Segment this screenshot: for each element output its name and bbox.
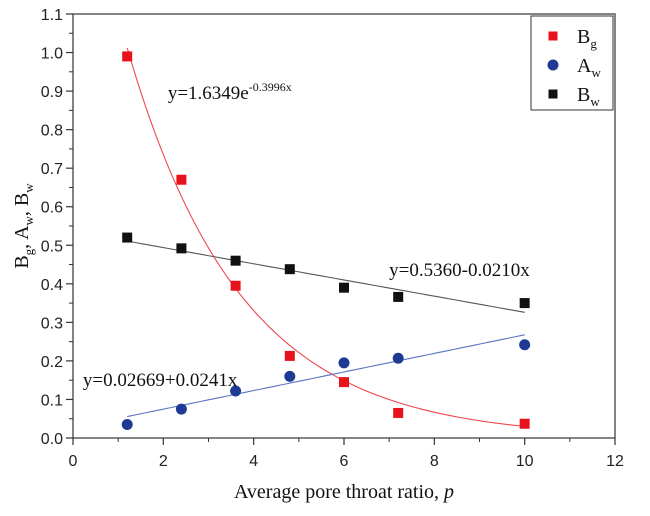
- aw-fit-equation: y=0.02669+0.0241x: [83, 370, 238, 391]
- y-axis-label-subscript: w: [21, 183, 36, 193]
- fit-lines: [126, 47, 525, 427]
- legend-marker-bg: [548, 31, 558, 41]
- annotations: y=1.6349e-0.3996x y=0.5360-0.0210x y=0.026…: [83, 80, 530, 391]
- y-tick-label: 0.9: [41, 84, 63, 101]
- bg-fit-equation-exponent: -0.3996x: [249, 80, 292, 94]
- y-tick-label: 0.5: [41, 238, 63, 255]
- y-axis-label-subscript: w: [21, 215, 36, 225]
- legend-marker-bw: [548, 89, 558, 99]
- x-axis-label-text: Average pore throat ratio,: [234, 481, 444, 503]
- x-tick-label: 8: [430, 453, 439, 470]
- x-tick-label: 0: [69, 453, 78, 470]
- bg-fit-equation-text: y=1.6349e: [168, 83, 249, 104]
- axes: 0.0 0.1 0.2 0.3 0.4 0.5 0.6 0.7 0.8 0.9 1.0 1.1 0 2 4 6…: [41, 7, 624, 470]
- point-aw: [284, 370, 296, 382]
- fit-line-aw: [127, 334, 525, 418]
- y-axis-label-subscript: g: [21, 248, 36, 255]
- legend-label-main: A: [577, 55, 592, 77]
- legend-label-main: B: [577, 26, 590, 48]
- y-tick-label: 1.1: [41, 7, 63, 24]
- point-aw: [392, 352, 404, 364]
- point-bw: [230, 255, 241, 266]
- bw-fit-equation-text: y=0.5360-0.0210x: [389, 260, 530, 281]
- legend-label-subscript: g: [590, 36, 597, 51]
- x-axis-label: Average pore throat ratio, p: [234, 481, 454, 503]
- point-bw: [339, 282, 349, 293]
- y-tick-label: 0.2: [41, 354, 63, 371]
- legend-label-aw: Aw: [577, 55, 601, 80]
- point-bw: [122, 232, 133, 243]
- y-axis-label: Bg, Aw, Bw: [11, 183, 36, 269]
- point-bg: [393, 407, 404, 418]
- aw-fit-equation-text: y=0.02669+0.0241x: [83, 370, 238, 391]
- bw-fit-equation: y=0.5360-0.0210x: [389, 260, 530, 281]
- x-axis-label-variable: p: [442, 481, 454, 503]
- legend-label-subscript: w: [590, 94, 600, 109]
- fit-line-bg: [126, 47, 525, 427]
- point-aw: [230, 385, 242, 397]
- legend-label-subscript: w: [591, 65, 601, 80]
- y-axis-label-part: , A: [11, 225, 33, 249]
- point-bg: [339, 377, 349, 388]
- x-tick-label: 10: [516, 453, 534, 470]
- y-tick-label: 1.0: [41, 46, 63, 63]
- y-tick-label: 0.0: [41, 431, 63, 448]
- x-tick-label: 4: [249, 453, 258, 470]
- point-bw: [284, 264, 295, 275]
- y-tick-label: 0.6: [41, 200, 63, 217]
- point-bg: [519, 418, 530, 429]
- legend-label-bw: Bw: [577, 84, 600, 109]
- legend-marker-aw: [547, 59, 559, 71]
- x-tick-label: 6: [340, 453, 349, 470]
- point-bg: [122, 51, 133, 62]
- fit-line-bw: [127, 240, 525, 313]
- point-bw: [393, 291, 404, 302]
- point-bg: [176, 174, 187, 185]
- point-bw: [176, 243, 187, 254]
- legend-box: [530, 15, 614, 111]
- point-aw: [121, 419, 133, 431]
- y-tick-label: 0.7: [41, 161, 63, 178]
- data-points: [121, 51, 531, 431]
- y-tick-label: 0.4: [41, 277, 63, 294]
- y-tick-label: 0.1: [41, 392, 63, 409]
- y-axis-label-part: , B: [11, 193, 33, 216]
- y-tick-label: 0.3: [41, 315, 63, 332]
- legend-label-main: B: [577, 84, 590, 106]
- point-aw: [175, 403, 187, 415]
- point-bg: [284, 350, 295, 361]
- legend-label-bg: Bg: [577, 26, 597, 51]
- y-tick-label: 0.8: [41, 123, 63, 140]
- y-axis-label-part: B: [11, 255, 33, 268]
- point-aw: [338, 357, 350, 369]
- bg-fit-equation: y=1.6349e-0.3996x: [168, 80, 292, 104]
- x-tick-label: 12: [606, 453, 624, 470]
- point-aw: [519, 339, 531, 351]
- point-bg: [230, 280, 241, 291]
- x-tick-label: 2: [159, 453, 168, 470]
- point-bw: [519, 298, 530, 309]
